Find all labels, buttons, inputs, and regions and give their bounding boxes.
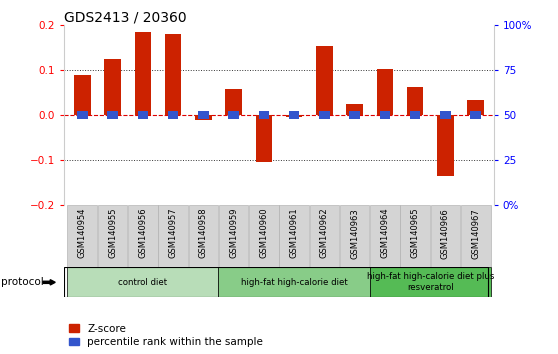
Text: GSM140956: GSM140956 <box>138 208 147 258</box>
Bar <box>410 112 421 119</box>
Legend: Z-score, percentile rank within the sample: Z-score, percentile rank within the samp… <box>69 324 263 347</box>
Text: GSM140960: GSM140960 <box>259 208 268 258</box>
Bar <box>370 267 491 297</box>
Bar <box>256 115 272 162</box>
Bar <box>74 75 90 115</box>
Text: GSM140965: GSM140965 <box>411 208 420 258</box>
Bar <box>98 205 127 267</box>
Bar <box>67 267 219 297</box>
Bar <box>347 104 363 115</box>
Bar <box>189 205 218 267</box>
Text: high-fat high-calorie diet plus
resveratrol: high-fat high-calorie diet plus resverat… <box>367 272 494 292</box>
Text: GSM140961: GSM140961 <box>290 208 299 258</box>
Text: GSM140962: GSM140962 <box>320 208 329 258</box>
Bar <box>407 87 424 115</box>
Bar <box>258 112 269 119</box>
Text: GSM140958: GSM140958 <box>199 208 208 258</box>
Bar <box>400 205 430 267</box>
Bar <box>286 115 302 117</box>
Text: GSM140955: GSM140955 <box>108 208 117 258</box>
Bar <box>319 112 330 119</box>
Text: protocol: protocol <box>1 277 44 287</box>
Bar <box>349 112 360 119</box>
Bar <box>461 205 490 267</box>
Bar <box>228 112 239 119</box>
Bar <box>137 112 148 119</box>
Bar <box>198 112 209 119</box>
Text: GDS2413 / 20360: GDS2413 / 20360 <box>64 11 187 25</box>
Bar <box>219 267 370 297</box>
Bar <box>370 205 400 267</box>
Text: GSM140963: GSM140963 <box>350 208 359 258</box>
Bar <box>440 112 451 119</box>
Text: GSM140966: GSM140966 <box>441 208 450 258</box>
Bar <box>377 69 393 115</box>
Bar <box>437 115 454 176</box>
Bar <box>431 205 460 267</box>
Bar <box>340 205 369 267</box>
Bar <box>280 205 309 267</box>
Text: control diet: control diet <box>118 278 167 287</box>
Bar <box>128 205 158 267</box>
Bar <box>468 100 484 115</box>
Text: GSM140957: GSM140957 <box>169 208 177 258</box>
Bar <box>77 112 88 119</box>
Text: high-fat high-calorie diet: high-fat high-calorie diet <box>240 278 348 287</box>
Bar <box>68 205 97 267</box>
Text: GSM140959: GSM140959 <box>229 208 238 258</box>
Bar <box>107 112 118 119</box>
Bar <box>158 205 188 267</box>
Bar <box>249 205 278 267</box>
Bar <box>195 115 211 120</box>
Bar <box>470 112 481 119</box>
Bar <box>165 34 181 115</box>
Text: GSM140967: GSM140967 <box>471 208 480 258</box>
Text: GSM140954: GSM140954 <box>78 208 87 258</box>
Bar <box>219 205 248 267</box>
Bar <box>104 59 121 115</box>
Bar <box>134 32 151 115</box>
Bar <box>225 89 242 115</box>
Bar <box>168 112 179 119</box>
Text: GSM140964: GSM140964 <box>381 208 389 258</box>
Bar <box>379 112 390 119</box>
Bar <box>316 46 333 115</box>
Bar <box>289 112 300 119</box>
Bar <box>310 205 339 267</box>
